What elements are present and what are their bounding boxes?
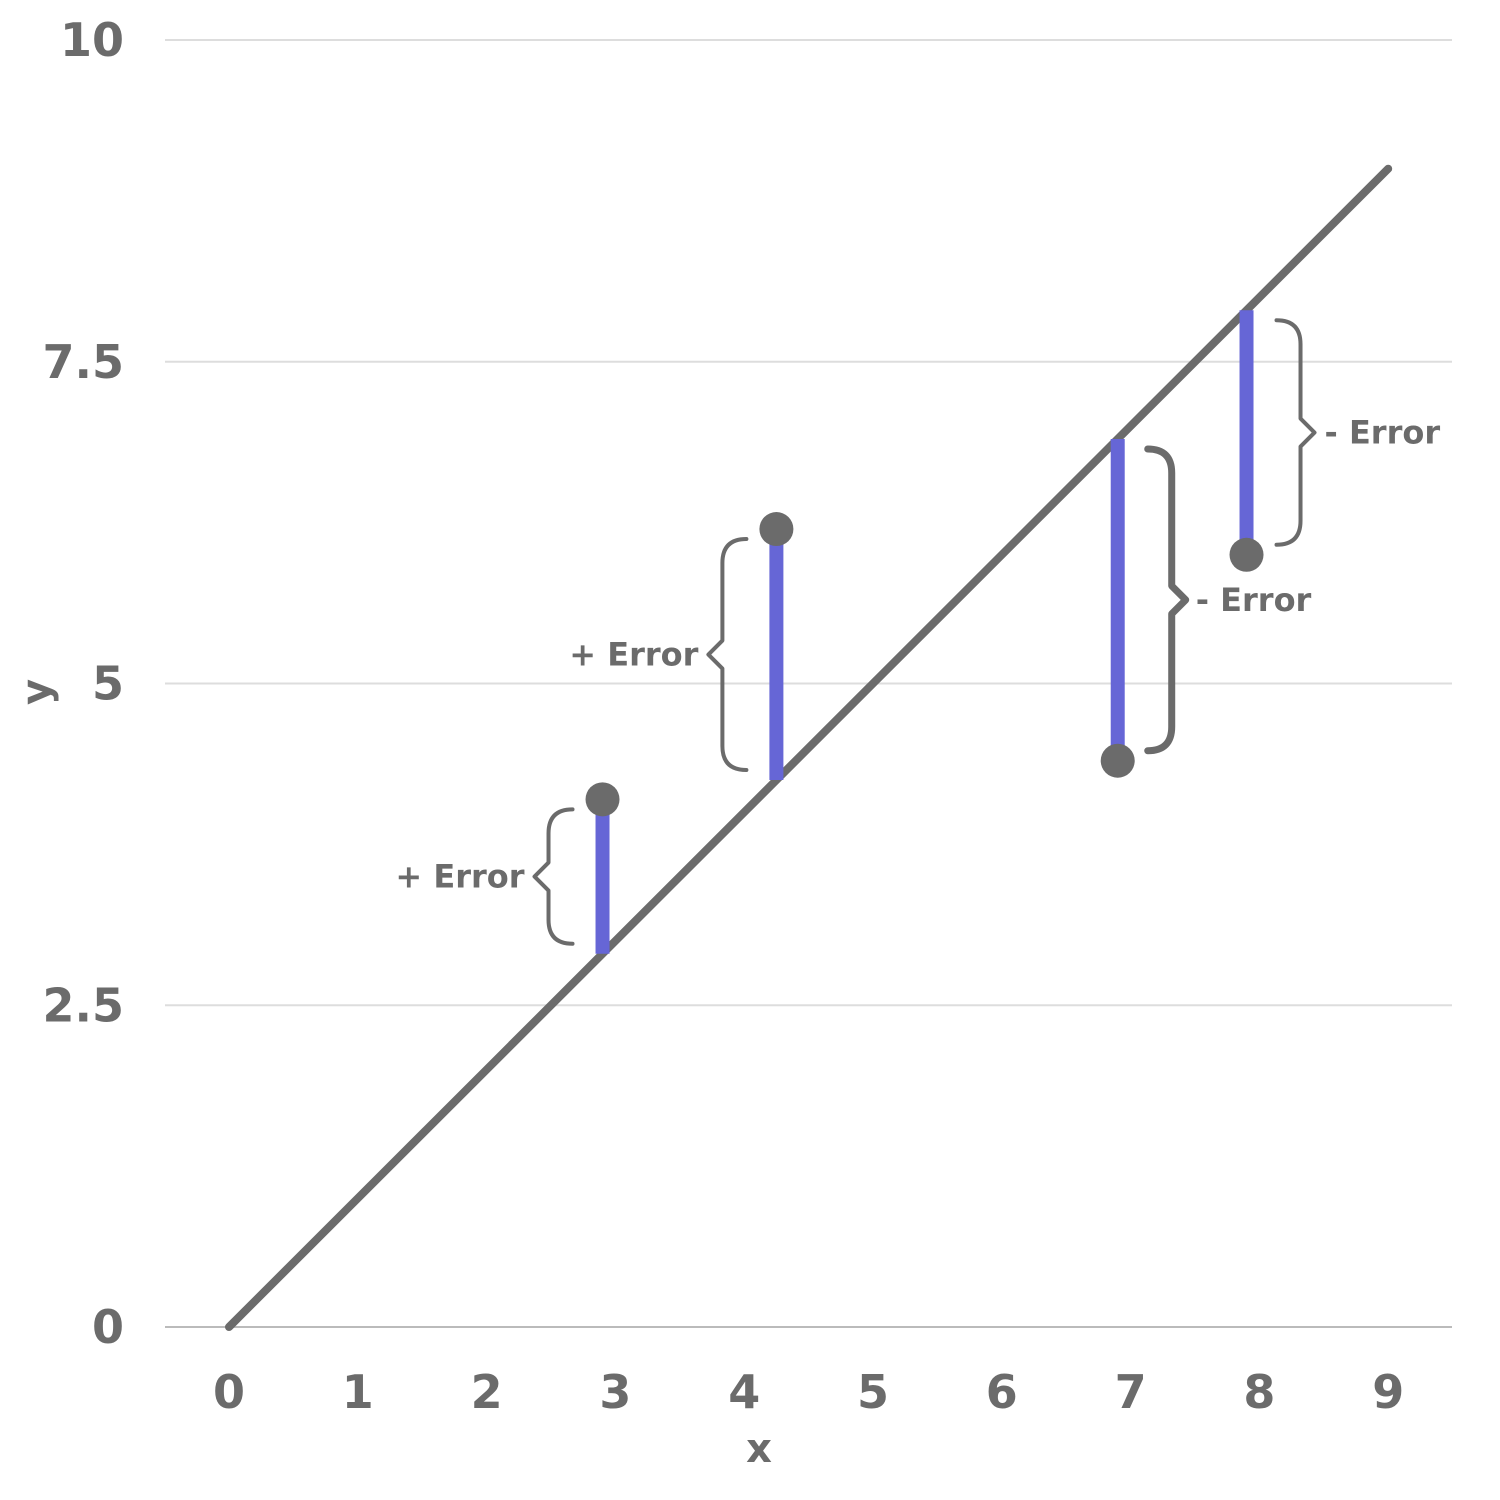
y-axis-title: y: [14, 679, 60, 705]
x-tick-label: 1: [342, 1365, 374, 1419]
grid-layer: [165, 39, 1452, 1328]
y-tick-label: 0: [92, 1300, 124, 1354]
error-brace: [1144, 445, 1190, 755]
error-annotation: + Error: [569, 636, 698, 674]
x-tick-labels: 0 1 2 3 4 5 6 7 8 9: [213, 1365, 1404, 1419]
y-tick-label: 10: [60, 13, 124, 67]
x-tick-label: 7: [1115, 1365, 1147, 1419]
point-layer: [585, 512, 1264, 817]
brace-layer: [532, 318, 1317, 946]
x-tick-label: 8: [1243, 1365, 1275, 1419]
x-tick-label: 6: [986, 1365, 1018, 1419]
data-point: [759, 512, 794, 547]
fit-line-layer: [225, 164, 1393, 1331]
data-point: [1100, 743, 1135, 778]
y-tick-label: 7.5: [43, 335, 125, 389]
error-brace: [532, 807, 575, 946]
x-tick-label: 5: [857, 1365, 889, 1419]
y-tick-label: 5: [92, 657, 124, 711]
x-tick-label: 9: [1372, 1365, 1404, 1419]
x-axis-title: x: [746, 1426, 772, 1472]
y-tick-label: 2.5: [43, 978, 125, 1032]
error-annotation: - Error: [1196, 581, 1312, 619]
x-tick-label: 4: [728, 1365, 760, 1419]
data-point: [1229, 537, 1264, 572]
x-tick-label: 0: [213, 1365, 245, 1419]
x-tick-label: 3: [599, 1365, 631, 1419]
data-point: [585, 782, 620, 817]
annotation-layer: + Error + Error - Error - Error: [395, 414, 1440, 896]
y-tick-labels: 0 2.5 5 7.5 10: [43, 13, 125, 1354]
x-tick-label: 2: [471, 1365, 503, 1419]
error-annotation: - Error: [1325, 414, 1441, 452]
error-brace: [1274, 318, 1317, 547]
error-brace: [706, 537, 749, 773]
error-annotation: + Error: [395, 858, 524, 896]
fit-line: [225, 164, 1393, 1331]
residual-layer: [595, 310, 1254, 954]
